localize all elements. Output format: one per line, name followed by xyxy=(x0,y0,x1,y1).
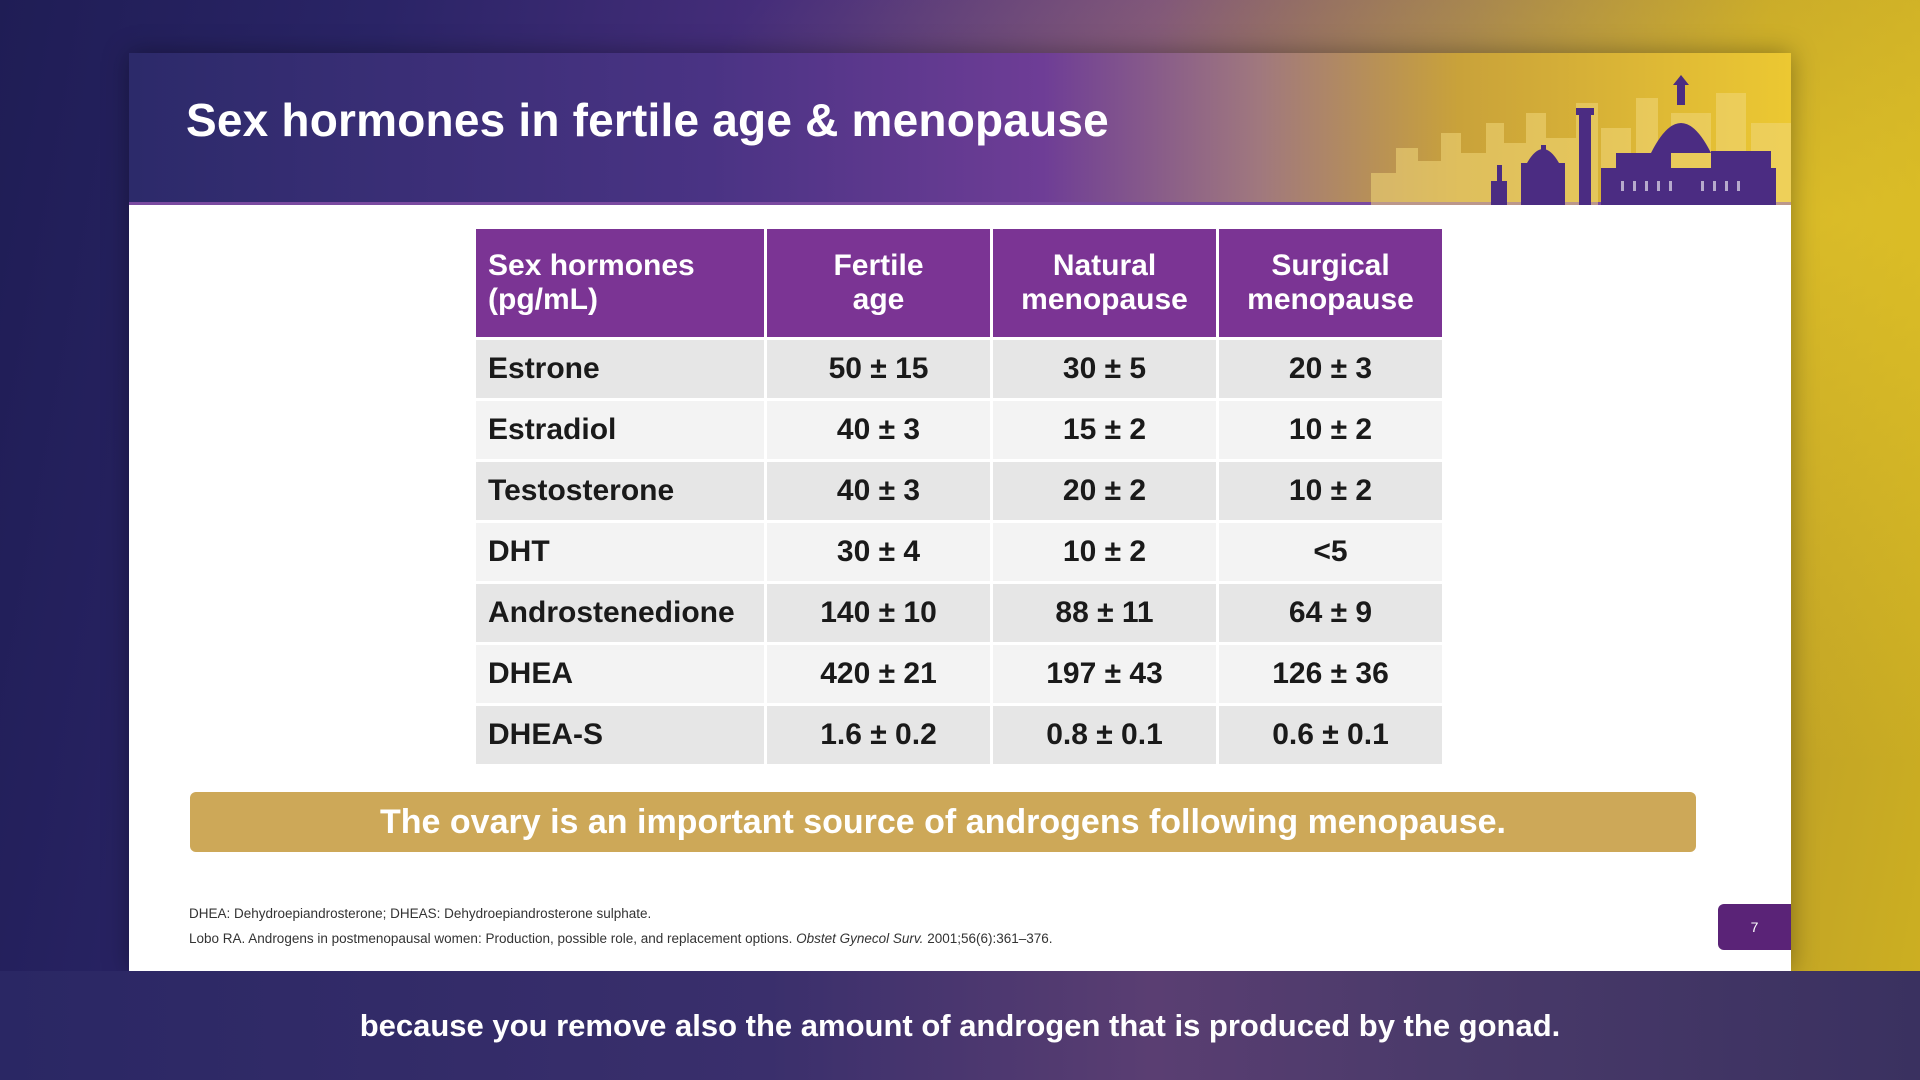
hormone-name: DHEA xyxy=(476,645,764,703)
hormone-name: DHEA-S xyxy=(476,706,764,764)
fertile-value: 420 ± 21 xyxy=(767,645,990,703)
fertile-value: 40 ± 3 xyxy=(767,462,990,520)
slide-header: Sex hormones in fertile age & menopause xyxy=(129,53,1791,205)
surgical-value: 64 ± 9 xyxy=(1219,584,1442,642)
fertile-value: 1.6 ± 0.2 xyxy=(767,706,990,764)
header-sex-hormones: Sex hormones (pg/mL) xyxy=(476,229,764,337)
subtitle-bar: because you remove also the amount of an… xyxy=(0,971,1920,1080)
natural-value: 20 ± 2 xyxy=(993,462,1216,520)
fertile-value: 40 ± 3 xyxy=(767,401,990,459)
surgical-value: 126 ± 36 xyxy=(1219,645,1442,703)
page-number-badge: 7 xyxy=(1718,904,1791,950)
surgical-value: 20 ± 3 xyxy=(1219,340,1442,398)
table-row: Androstenedione 140 ± 10 88 ± 11 64 ± 9 xyxy=(476,584,1442,642)
natural-value: 30 ± 5 xyxy=(993,340,1216,398)
slide-title: Sex hormones in fertile age & menopause xyxy=(186,94,1109,146)
table-row: Testosterone 40 ± 3 20 ± 2 10 ± 2 xyxy=(476,462,1442,520)
surgical-value: <5 xyxy=(1219,523,1442,581)
fertile-value: 30 ± 4 xyxy=(767,523,990,581)
hormone-name: DHT xyxy=(476,523,764,581)
florence-skyline-icon xyxy=(1371,75,1791,205)
presentation-slide: Sex hormones in fertile age & menopause xyxy=(129,53,1791,971)
hormone-name: Testosterone xyxy=(476,462,764,520)
header-natural-menopause: Natural menopause xyxy=(993,229,1216,337)
natural-value: 15 ± 2 xyxy=(993,401,1216,459)
header-fertile-age: Fertile age xyxy=(767,229,990,337)
reference-note: Lobo RA. Androgens in postmenopausal wom… xyxy=(189,931,1053,946)
hormone-name: Estrone xyxy=(476,340,764,398)
subtitle-text: because you remove also the amount of an… xyxy=(359,1007,1561,1043)
natural-value: 10 ± 2 xyxy=(993,523,1216,581)
header-surgical-menopause: Surgical menopause xyxy=(1219,229,1442,337)
hormone-name: Estradiol xyxy=(476,401,764,459)
key-message-callout: The ovary is an important source of andr… xyxy=(190,792,1696,852)
natural-value: 0.8 ± 0.1 xyxy=(993,706,1216,764)
hormone-table: Sex hormones (pg/mL) Fertile age Natural me… xyxy=(473,226,1445,767)
fertile-value: 50 ± 15 xyxy=(767,340,990,398)
table-row: DHEA-S 1.6 ± 0.2 0.8 ± 0.1 0.6 ± 0.1 xyxy=(476,706,1442,764)
hormone-name: Androstenedione xyxy=(476,584,764,642)
surgical-value: 10 ± 2 xyxy=(1219,401,1442,459)
table-row: Estrone 50 ± 15 30 ± 5 20 ± 3 xyxy=(476,340,1442,398)
table-row: DHT 30 ± 4 10 ± 2 <5 xyxy=(476,523,1442,581)
fertile-value: 140 ± 10 xyxy=(767,584,990,642)
table-header-row: Sex hormones (pg/mL) Fertile age Natural me… xyxy=(476,229,1442,337)
natural-value: 88 ± 11 xyxy=(993,584,1216,642)
abbreviations-note: DHEA: Dehydroepiandrosterone; DHEAS: Deh… xyxy=(189,906,652,921)
table-row: Estradiol 40 ± 3 15 ± 2 10 ± 2 xyxy=(476,401,1442,459)
table-row: DHEA 420 ± 21 197 ± 43 126 ± 36 xyxy=(476,645,1442,703)
surgical-value: 10 ± 2 xyxy=(1219,462,1442,520)
surgical-value: 0.6 ± 0.1 xyxy=(1219,706,1442,764)
natural-value: 197 ± 43 xyxy=(993,645,1216,703)
footnotes: DHEA: Dehydroepiandrosterone; DHEAS: Deh… xyxy=(189,901,1053,951)
